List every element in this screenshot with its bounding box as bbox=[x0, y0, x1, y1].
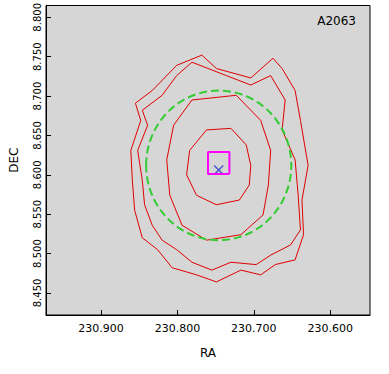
svg-text:8.500: 8.500 bbox=[32, 239, 43, 268]
svg-text:A2063: A2063 bbox=[317, 14, 356, 28]
svg-text:8.750: 8.750 bbox=[32, 42, 43, 71]
svg-text:RA: RA bbox=[200, 346, 217, 360]
svg-text:8.650: 8.650 bbox=[32, 121, 43, 150]
svg-text:230.900: 230.900 bbox=[78, 322, 124, 335]
svg-text:8.550: 8.550 bbox=[32, 200, 43, 229]
svg-text:8.800: 8.800 bbox=[32, 3, 43, 32]
svg-text:8.450: 8.450 bbox=[32, 279, 43, 308]
svg-text:8.600: 8.600 bbox=[32, 160, 43, 189]
svg-text:DEC: DEC bbox=[7, 148, 21, 173]
svg-text:8.700: 8.700 bbox=[32, 82, 43, 111]
svg-text:230.600: 230.600 bbox=[308, 322, 354, 335]
svg-text:230.700: 230.700 bbox=[231, 322, 277, 335]
svg-text:230.800: 230.800 bbox=[155, 322, 201, 335]
